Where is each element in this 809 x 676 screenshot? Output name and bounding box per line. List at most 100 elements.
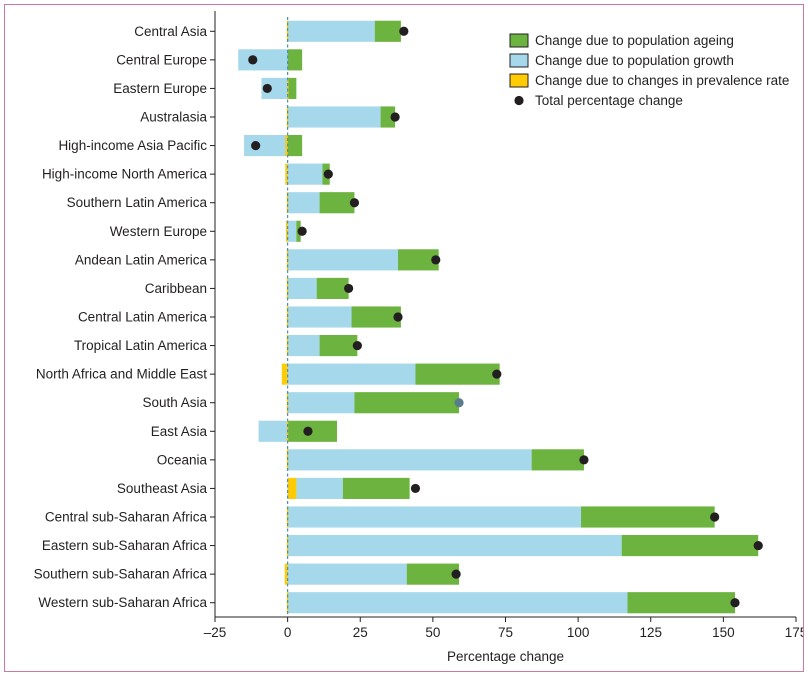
y-tick-label-south-asia: South Asia [142,395,207,410]
bar-prevalence-southeast-asia [287,477,297,499]
legend-label-growth: Change due to population growth [535,53,734,68]
bar-prevalence-tropical-latin-america [286,335,289,357]
bar-ageing-western-sub-saharan-africa [627,592,735,614]
bar-prevalence-north-africa-and-middle-east [281,363,288,385]
point-total-western-europe [297,226,307,236]
y-tick-label-east-asia: East Asia [151,424,208,439]
bar-ageing-southern-sub-saharan-africa [406,563,460,585]
y-tick-label-tropical-latin-america: Tropical Latin America [74,338,208,353]
y-tick-label-southeast-asia: Southeast Asia [117,481,208,496]
y-tick-label-australasia: Australasia [140,110,207,125]
bar-growth-southern-latin-america [287,192,320,214]
y-tick-label-central-asia: Central Asia [134,24,207,39]
x-axis-title: Percentage change [447,649,564,664]
x-tick-label-0: –25 [204,625,227,640]
bar-growth-central-europe [238,49,288,71]
bar-growth-central-asia [287,20,375,42]
legend-swatch-ageing [509,33,529,48]
x-axis: –25 0 25 50 75 100 125 150 175 [204,616,803,640]
bar-prevalence-eastern-europe [287,77,289,99]
bar-ageing-caribbean [316,277,349,299]
bar-prevalence-western-europe [285,220,288,242]
bar-growth-eastern-sub-saharan-africa [287,535,622,557]
y-tick-label-southern-latin-america: Southern Latin America [67,195,208,210]
point-total-caribbean [344,283,354,294]
bar-ageing-australasia [380,106,396,128]
bar-ageing-central-sub-saharan-africa [581,506,715,528]
point-total-oceania [579,455,589,465]
point-total-central-asia [399,26,409,36]
y-tick-label-oceania: Oceania [157,452,208,467]
bar-prevalence-high-income-north-america [285,163,288,185]
bar-ageing-central-latin-america [351,306,401,328]
point-total-tropical-latin-america [352,340,362,351]
chart-svg: Central Asia Central Europe Eastern Europe… [34,11,803,664]
chart-frame: Central Asia Central Europe Eastern Europe… [4,4,804,672]
y-axis: Central Asia Central Europe Eastern Europe… [34,11,216,617]
bar-growth-australasia [287,106,381,128]
bar-ageing-andean-latin-america [398,249,439,271]
point-total-southern-latin-america [349,198,360,208]
bar-growth-high-income-asia-pacific [244,135,288,157]
y-tick-label-high-income-asia-pacific: High-income Asia Pacific [58,138,207,153]
y-tick-label-north-africa-and-middle-east: North Africa and Middle East [36,367,207,382]
bar-growth-central-sub-saharan-africa [287,506,582,528]
point-total-high-income-north-america [323,169,333,179]
x-tick-label-2: 25 [353,625,368,640]
legend-marker-total [514,95,524,106]
bar-prevalence-high-income-asia-pacific [285,135,288,157]
bar-growth-south-asia [287,392,355,414]
point-total-southern-sub-saharan-africa [451,569,461,579]
bar-growth-caribbean [287,277,317,299]
x-tick-label-8: 175 [785,625,803,640]
point-total-eastern-sub-saharan-africa [753,540,763,551]
y-tick-label-southern-sub-saharan-africa: Southern sub-Saharan Africa [34,567,208,582]
bar-ageing-tropical-latin-america [319,335,358,357]
legend-label-total: Total percentage change [535,93,683,108]
bar-growth-andean-latin-america [287,249,399,271]
bar-ageing-high-income-asia-pacific [287,135,303,157]
x-tick-label-4: 75 [498,625,513,640]
point-total-western-sub-saharan-africa [730,598,740,608]
point-total-andean-latin-america [431,255,441,265]
bar-growth-western-sub-saharan-africa [287,592,628,614]
bar-growth-western-europe [287,220,297,242]
x-tick-label-5: 100 [567,625,590,640]
point-total-central-sub-saharan-africa [710,512,720,522]
bars-layer [238,20,759,614]
bar-growth-high-income-north-america [287,163,323,185]
bar-growth-oceania [287,449,532,471]
legend-label-ageing: Change due to population ageing [535,33,734,48]
y-tick-label-western-europe: Western Europe [110,224,207,239]
bar-ageing-south-asia [354,392,460,414]
x-tick-label-1: 0 [284,625,292,640]
y-tick-label-high-income-north-america: High-income North America [42,167,208,182]
total-points-layer [248,26,763,608]
point-total-australasia [390,112,400,122]
x-tick-label-7: 150 [712,625,735,640]
point-total-north-africa-and-middle-east [492,369,502,379]
point-total-central-europe [248,55,258,65]
legend-swatch-growth [509,53,529,68]
legend: Change due to population ageing Change du… [509,33,789,108]
bar-ageing-central-asia [374,20,401,42]
x-tick-label-6: 125 [639,625,662,640]
point-total-central-latin-america [393,312,403,322]
bar-prevalence-southern-sub-saharan-africa [284,563,288,585]
bar-ageing-eastern-sub-saharan-africa [621,535,759,557]
bar-growth-southeast-asia [287,477,343,499]
y-tick-label-western-sub-saharan-africa: Western sub-Saharan Africa [38,595,207,610]
y-tick-label-caribbean: Caribbean [145,281,207,296]
bar-growth-tropical-latin-america [287,335,320,357]
x-tick-label-3: 50 [425,625,440,640]
bar-ageing-southeast-asia [342,477,410,499]
point-total-south-asia [454,398,464,408]
point-total-southeast-asia [410,483,421,494]
bar-ageing-north-africa-and-middle-east [415,363,500,385]
y-tick-label-central-sub-saharan-africa: Central sub-Saharan Africa [45,510,208,525]
bar-prevalence-central-sub-saharan-africa [286,506,289,528]
point-total-high-income-asia-pacific [251,140,261,151]
bar-growth-east-asia [258,420,288,442]
bar-ageing-oceania [531,449,584,471]
bar-ageing-central-europe [287,49,303,71]
